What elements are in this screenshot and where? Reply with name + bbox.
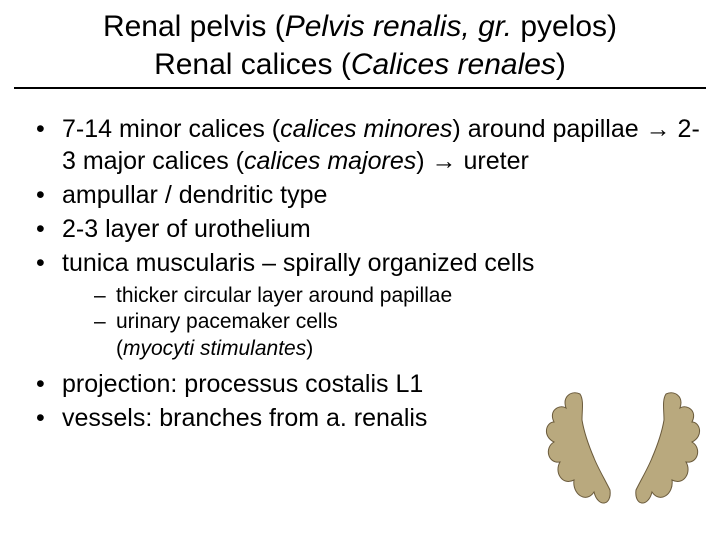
b3-text: 2-3 layer of urothelium bbox=[62, 215, 311, 243]
title-line1-italic: Pelvis renalis, gr. bbox=[285, 10, 521, 43]
title-line2-post: ) bbox=[556, 48, 566, 81]
bullet-item-3: 2-3 layer of urothelium bbox=[36, 213, 706, 245]
s2b-pre: ( bbox=[116, 337, 123, 360]
renal-pelvis-illustration bbox=[538, 382, 708, 532]
title-line2-pre: Renal calices ( bbox=[154, 48, 351, 81]
title-line1-post: pyelos) bbox=[520, 10, 617, 43]
b6-text: vessels: branches from a. renalis bbox=[62, 404, 427, 432]
b1-text-a: 7-14 minor calices ( bbox=[62, 115, 280, 143]
sub-item-1: thicker circular layer around papillae bbox=[94, 283, 706, 309]
b4-text: tunica muscularis – spirally organized c… bbox=[62, 249, 534, 277]
b2-text: ampullar / dendritic type bbox=[62, 181, 327, 209]
b5-text: projection: processus costalis L1 bbox=[62, 370, 423, 398]
bullet-item-2: ampullar / dendritic type bbox=[36, 179, 706, 211]
b1-italic-2: calices majores bbox=[244, 147, 416, 175]
s2a-text: urinary pacemaker cells bbox=[116, 310, 338, 333]
bullet-item-4: tunica muscularis – spirally organized c… bbox=[36, 247, 706, 362]
b1-text-c: ) → ureter bbox=[416, 147, 529, 175]
b1-italic-1: calices minores bbox=[280, 115, 452, 143]
slide-title: Renal pelvis (Pelvis renalis, gr. pyelos… bbox=[14, 8, 706, 89]
title-line2-italic: Calices renales bbox=[351, 48, 556, 81]
title-line1-pre: Renal pelvis ( bbox=[103, 10, 285, 43]
s1-text: thicker circular layer around papillae bbox=[116, 284, 452, 307]
bullet-item-1: 7-14 minor calices (calices minores) aro… bbox=[36, 113, 706, 177]
sub-bullet-list: thicker circular layer around papillae u… bbox=[62, 283, 706, 362]
s2b-post: ) bbox=[306, 337, 313, 360]
renal-pelvis-icon bbox=[538, 382, 708, 532]
s2b-italic: myocyti stimulantes bbox=[123, 337, 306, 360]
sub-item-2: urinary pacemaker cells (myocyti stimula… bbox=[94, 309, 706, 362]
